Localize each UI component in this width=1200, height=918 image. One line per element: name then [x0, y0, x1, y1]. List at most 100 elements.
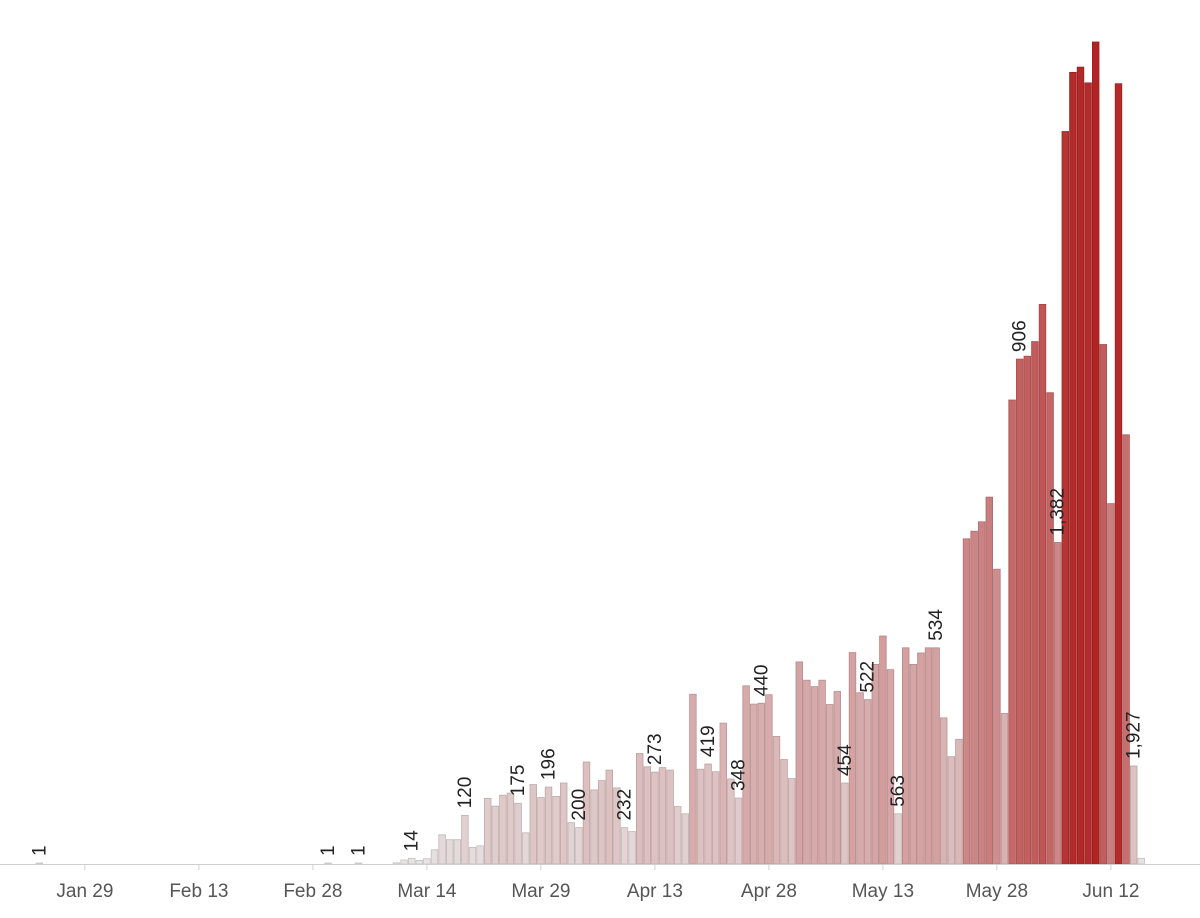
bar	[947, 756, 955, 865]
bars-group	[35, 41, 1145, 865]
x-tick-label: Mar 14	[397, 881, 457, 902]
data-label: 120	[455, 777, 476, 809]
bar	[514, 802, 522, 865]
bar	[734, 797, 743, 865]
bar	[810, 686, 819, 865]
bar	[1092, 41, 1100, 865]
bar	[354, 862, 363, 865]
bar	[894, 813, 902, 865]
data-label: 175	[508, 765, 529, 797]
x-tick-label: May 13	[852, 881, 914, 902]
bar	[575, 827, 583, 865]
x-tick-label: Feb 13	[169, 881, 228, 902]
x-tick-label: Feb 28	[283, 881, 342, 902]
data-label: 1	[349, 845, 370, 856]
bar	[1016, 358, 1024, 865]
bar	[826, 704, 834, 865]
data-label: 563	[888, 775, 909, 807]
bar	[1046, 392, 1054, 865]
bar	[522, 832, 530, 865]
data-label: 1	[318, 845, 339, 856]
bar	[932, 647, 940, 865]
data-label: 454	[835, 744, 856, 776]
bar	[628, 831, 636, 865]
data-label: 906	[1010, 320, 1031, 352]
bar	[940, 717, 948, 865]
bar	[620, 827, 629, 865]
bar	[590, 789, 598, 865]
bar	[438, 834, 446, 865]
bar	[483, 798, 492, 865]
bar	[765, 694, 773, 865]
bar	[696, 768, 705, 865]
data-label: 1,927	[1124, 711, 1145, 759]
bar	[598, 780, 606, 865]
bar	[658, 767, 667, 865]
bar	[643, 766, 651, 865]
bar	[407, 857, 416, 865]
bar	[757, 702, 765, 865]
data-label: 14	[402, 830, 423, 852]
bar	[1137, 857, 1145, 865]
bar	[902, 647, 910, 865]
bar	[750, 703, 758, 865]
bar	[978, 521, 986, 865]
data-label: 534	[926, 609, 947, 641]
data-label: 200	[569, 789, 590, 821]
bar	[924, 647, 933, 865]
bar	[681, 813, 689, 865]
bar	[666, 769, 674, 865]
x-tick-label: Jun 12	[1082, 881, 1139, 902]
data-label: 232	[615, 789, 636, 821]
bar	[324, 862, 332, 865]
bar	[909, 664, 917, 865]
bar	[476, 845, 484, 865]
bar	[453, 839, 461, 865]
bar	[833, 691, 841, 865]
bar	[985, 496, 993, 865]
bar	[803, 679, 811, 865]
bar	[1069, 72, 1077, 865]
bar	[818, 679, 826, 865]
data-label: 1,382	[1048, 488, 1069, 536]
bar	[1122, 434, 1130, 865]
bar	[917, 652, 925, 865]
bar	[560, 782, 568, 865]
bar	[423, 858, 431, 865]
bar	[35, 862, 43, 865]
bar	[970, 530, 978, 865]
bar	[841, 782, 849, 865]
bar	[1107, 503, 1115, 865]
bar	[651, 771, 659, 865]
data-label: 522	[858, 661, 879, 693]
bar	[1000, 713, 1009, 865]
bar	[1031, 341, 1039, 865]
bar	[544, 786, 553, 865]
bar	[415, 860, 423, 865]
bar	[1054, 542, 1062, 865]
bar	[468, 847, 477, 865]
bar	[499, 794, 507, 865]
bar	[795, 661, 803, 865]
bar	[1084, 82, 1092, 865]
x-tick-label: Mar 29	[511, 881, 570, 902]
bar	[962, 538, 971, 865]
x-tick-label: Jan 29	[56, 881, 113, 902]
bar	[1130, 765, 1138, 865]
bar	[461, 815, 469, 865]
x-tick-label: Apr 28	[741, 881, 797, 902]
data-label: 1	[29, 845, 50, 856]
bar	[886, 669, 895, 865]
bar	[1076, 66, 1085, 865]
data-label: 440	[751, 665, 772, 697]
bar	[605, 769, 613, 865]
bar	[1099, 344, 1107, 865]
bar	[955, 738, 963, 865]
bar	[993, 568, 1001, 865]
bar	[780, 759, 788, 865]
bar	[1008, 399, 1016, 865]
bar	[689, 693, 697, 865]
bar	[674, 806, 682, 865]
